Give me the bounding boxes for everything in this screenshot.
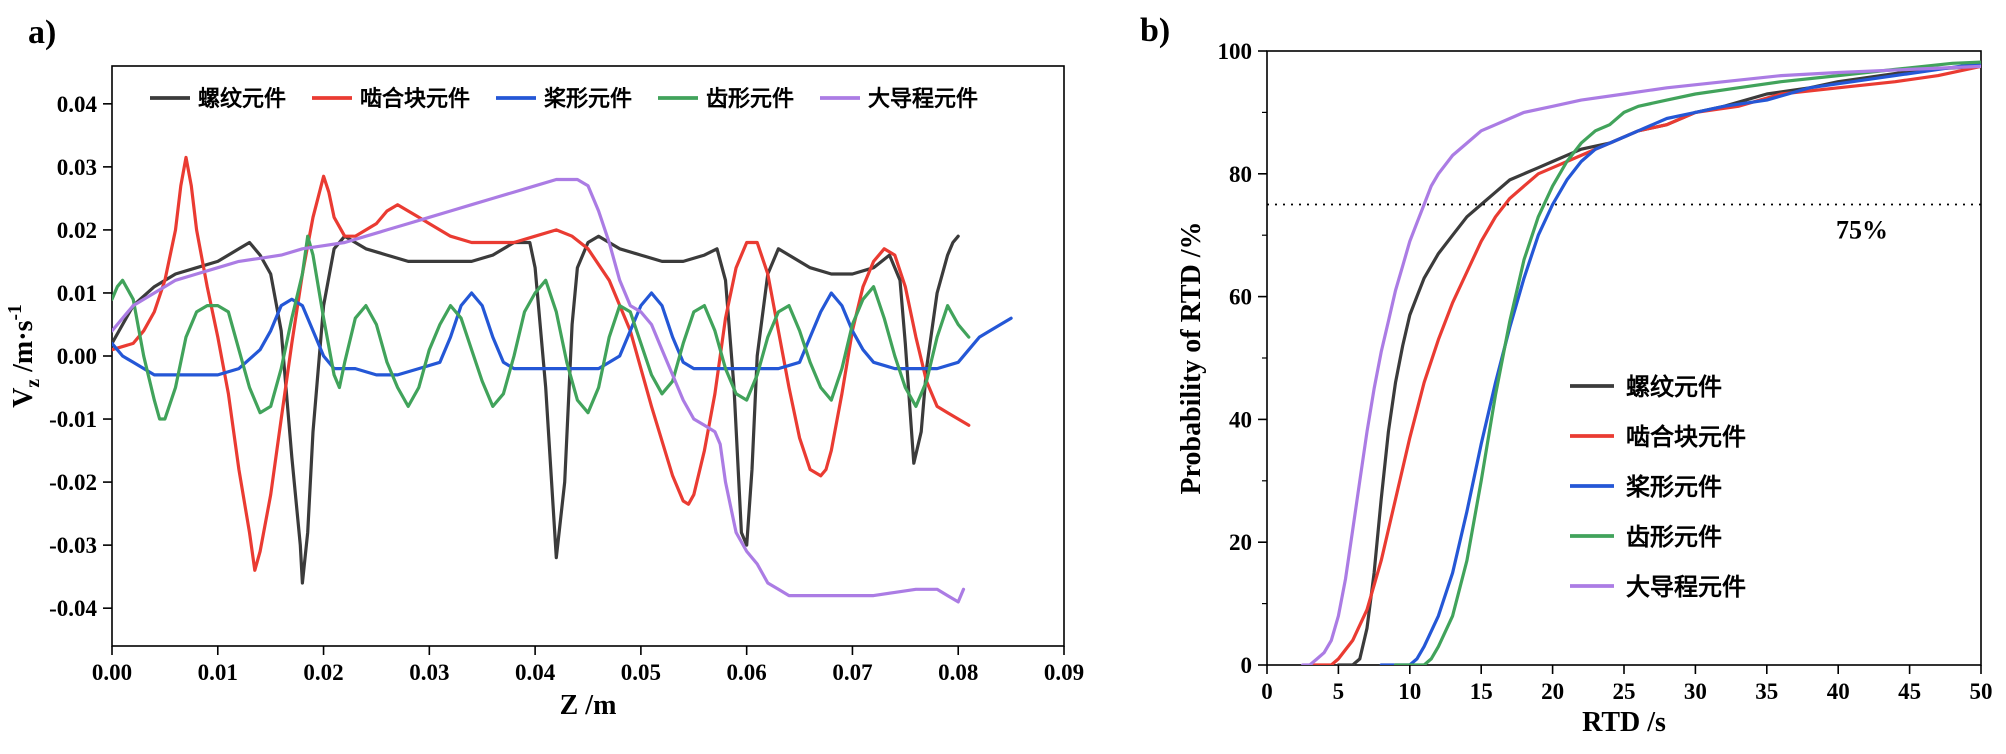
x-tick-label: 5 — [1333, 679, 1345, 704]
x-tick-label: 0.08 — [938, 660, 978, 685]
x-tick-label: 0.02 — [303, 660, 343, 685]
legend-label: 大导程元件 — [1626, 574, 1746, 601]
x-tick-label: 15 — [1470, 679, 1493, 704]
y-axis-title: Vz /m·s-1 — [5, 304, 44, 408]
y-tick-label: 0.04 — [57, 92, 98, 117]
legend-label: 桨形元件 — [544, 86, 632, 111]
series-line — [112, 234, 960, 585]
legend-label: 啮合块元件 — [1626, 423, 1746, 451]
x-tick-label: 0 — [1261, 679, 1273, 704]
y-tick-label: 100 — [1218, 39, 1253, 64]
x-tick-label: 40 — [1827, 679, 1850, 704]
x-tick-label: 50 — [1970, 679, 1993, 704]
legend-label: 大导程元件 — [868, 86, 978, 111]
y-tick-label: 40 — [1229, 407, 1252, 432]
y-tick-label: -0.02 — [49, 470, 97, 495]
panel-a: a) 0.00 0.01 0.02 0.03 0.04 0.05 0.06 0.07 0.08 0… — [5, 14, 1084, 721]
y-axis-title: Probability of RTD /% — [1176, 221, 1207, 494]
chart-b-canvas: 0 5 10 15 20 25 30 35 40 45 50 0 20 40 60 80 100 75% 螺纹元件啮… — [1176, 39, 1993, 738]
chart-a-canvas: 0.00 0.01 0.02 0.03 0.04 0.05 0.06 0.07 0.08 0.09… — [5, 65, 1084, 721]
x-tick-label: 0.05 — [621, 660, 661, 685]
x-tick-label: 0.07 — [832, 660, 872, 685]
x-tick-label: 35 — [1755, 679, 1778, 704]
y-tick-label: 0.00 — [57, 344, 97, 369]
series-line — [1336, 64, 1981, 665]
y-tick-label: 0.01 — [57, 281, 97, 306]
legend-label: 齿形元件 — [1626, 524, 1722, 551]
y-tick-label: -0.04 — [49, 596, 97, 621]
x-tick-label: 0.01 — [198, 660, 238, 685]
y-tick-label: 60 — [1229, 285, 1252, 310]
x-tick-label: 0.00 — [92, 660, 132, 685]
x-tick-label: 0.03 — [409, 660, 449, 685]
legend-label: 螺纹元件 — [1626, 373, 1722, 401]
x-tick-label: 30 — [1684, 679, 1707, 704]
x-tick-label: 20 — [1541, 679, 1564, 704]
series-line — [1379, 61, 1981, 665]
series-line — [1301, 64, 1981, 665]
series-line — [112, 155, 971, 572]
legend-label: 啮合块元件 — [360, 86, 470, 111]
y-tick-label: 0 — [1241, 653, 1253, 678]
series-line — [1393, 60, 1981, 665]
x-tick-label: 0.06 — [727, 660, 767, 685]
panel-a-label: a) — [28, 14, 57, 51]
y-tick-label: 0.03 — [57, 155, 97, 180]
x-tick-label: 0.09 — [1044, 660, 1084, 685]
x-tick-label: 10 — [1398, 679, 1421, 704]
y-tick-label: 0.02 — [57, 218, 97, 243]
series-line — [112, 177, 966, 604]
x-tick-label: 45 — [1898, 679, 1921, 704]
y-tick-label: -0.03 — [49, 533, 97, 558]
x-tick-label: 0.04 — [515, 660, 556, 685]
x-axis-title: RTD /s — [1582, 707, 1666, 738]
y-tick-label: -0.01 — [49, 407, 97, 432]
y-tick-label: 20 — [1229, 530, 1252, 555]
x-tick-label: 25 — [1613, 679, 1636, 704]
legend-label: 桨形元件 — [1626, 473, 1722, 501]
panel-b: b) 0 5 10 15 20 25 30 35 40 45 50 0 20 40 60 80 100 75% 螺纹… — [1100, 0, 2006, 754]
series-line — [112, 291, 1013, 377]
threshold-label: 75% — [1836, 216, 1888, 245]
series-line — [112, 234, 971, 421]
legend-label: 齿形元件 — [706, 86, 794, 111]
x-axis-title: Z /m — [560, 690, 617, 721]
panel-b-label: b) — [1140, 12, 1171, 49]
y-tick-label: 80 — [1229, 162, 1252, 187]
legend-label: 螺纹元件 — [198, 86, 286, 111]
